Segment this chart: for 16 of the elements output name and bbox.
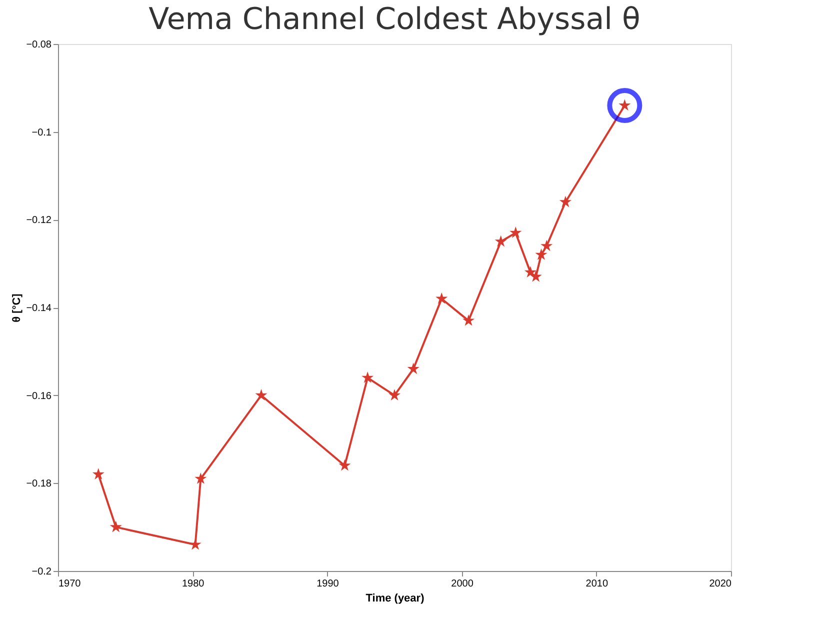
y-tick-label: −0.12 [26, 215, 52, 226]
chart-title: Vema Channel Coldest Abyssal θ [148, 2, 640, 37]
y-tick-label: −0.1 [32, 127, 52, 138]
y-tick-label: −0.18 [26, 478, 52, 490]
x-tick-label: 2010 [586, 578, 608, 590]
y-tick-label: −0.16 [26, 390, 52, 402]
x-tick-label: 1990 [316, 578, 340, 590]
y-tick-label: −0.14 [26, 303, 52, 314]
y-axis-title: θ [°C] [11, 293, 24, 322]
x-tick-label: 1970 [58, 578, 82, 590]
y-tick-label: −0.08 [26, 40, 52, 50]
x-tick-label: 2020 [709, 578, 732, 590]
x-tick-label: 2000 [451, 578, 474, 590]
y-tick-label: −0.2 [32, 566, 52, 578]
x-tick-label: 1980 [182, 578, 205, 590]
x-axis-title: Time (year) [366, 592, 425, 604]
